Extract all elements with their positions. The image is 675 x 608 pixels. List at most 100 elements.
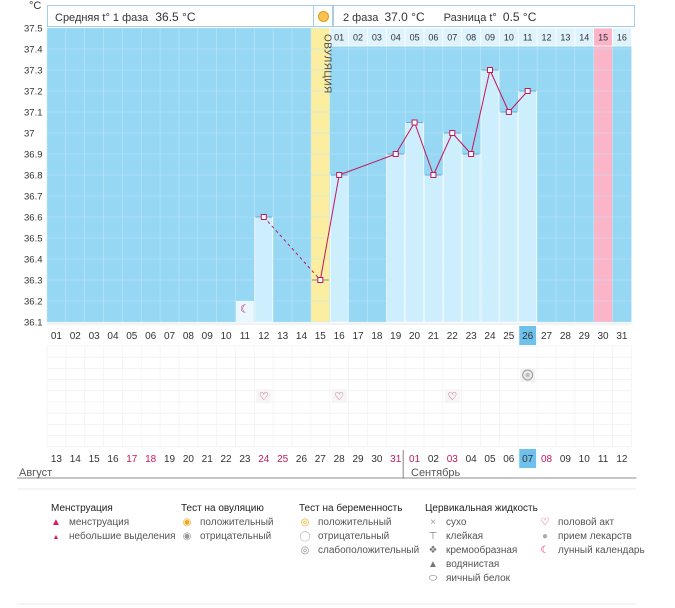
- today-date-highlight: [519, 449, 537, 468]
- diff-value: 0.5 °C: [502, 10, 537, 24]
- cycle-day-label: 21: [428, 331, 440, 342]
- cycle-day-label: 13: [277, 331, 289, 342]
- cycle-day-label: 09: [202, 331, 214, 342]
- cycle-day-label: 25: [503, 331, 515, 342]
- date-label: 14: [70, 454, 82, 465]
- cycle-day-label: 28: [560, 331, 572, 342]
- cycle-day-label: 14: [296, 331, 308, 342]
- heart-icon: ♡: [259, 390, 269, 403]
- date-label: 03: [447, 454, 459, 465]
- temperature-bar: [386, 153, 405, 323]
- moon-icon: ☾: [240, 303, 250, 316]
- egg-white-icon: ⬭: [428, 573, 438, 584]
- cycle-day-label: 19: [390, 331, 402, 342]
- cycle-day-label: 15: [315, 331, 327, 342]
- date-label: 06: [503, 454, 515, 465]
- date-label: 05: [484, 454, 496, 465]
- y-tick-label: 37.1: [24, 108, 43, 119]
- legend-pregnancy-positive: ◎ положительный: [298, 517, 392, 528]
- temperature-line-segment: [451, 132, 472, 155]
- legend-cervical-title: Цервикальная жидкость: [425, 503, 538, 514]
- temperature-point: [505, 109, 512, 115]
- date-label: 10: [579, 454, 591, 465]
- legend-moon: ☾ лунный календарь: [538, 545, 645, 556]
- watery-icon: ▲: [428, 559, 438, 570]
- temperature-bar: [443, 132, 462, 323]
- cycle-day-label: 18: [371, 331, 383, 342]
- phase1-label: Средняя t° 1 фаза: [55, 12, 149, 24]
- date-label: 23: [239, 454, 251, 465]
- date-label: 28: [334, 454, 346, 465]
- cycle-day-label: 11: [240, 331, 251, 342]
- today-highlight: [519, 326, 537, 345]
- heart-icon: ♡: [447, 390, 457, 403]
- date-label: 12: [616, 454, 628, 465]
- date-label: 26: [296, 454, 308, 465]
- temperature-point: [524, 88, 531, 94]
- phase2-day-cell: [612, 27, 632, 47]
- date-label: 24: [258, 454, 270, 465]
- cycle-day-label: 05: [126, 331, 138, 342]
- cycle-day-label: 04: [107, 331, 119, 342]
- phase2-day-label: 16: [617, 33, 627, 43]
- date-label: 27: [315, 454, 327, 465]
- legend-menstruation-title: Менструация: [51, 503, 113, 514]
- intercourse-cell: [444, 389, 460, 403]
- cycle-day-label: 29: [579, 331, 591, 342]
- date-label: 25: [277, 454, 289, 465]
- y-tick-label: 36.4: [24, 255, 43, 266]
- date-label: 19: [164, 454, 176, 465]
- date-label: 07: [522, 454, 534, 465]
- sticky-icon: ⊤: [428, 531, 438, 542]
- temperature-point: [260, 214, 267, 220]
- date-label: 13: [51, 454, 63, 465]
- cycle-day-label: 12: [258, 331, 270, 342]
- phase2-day-label: 09: [485, 33, 495, 43]
- legend-cervical-dry: × сухо: [426, 517, 466, 528]
- temperature-point: [336, 172, 343, 178]
- temperature-bar: [405, 122, 424, 323]
- blood-drop-icon: ▲: [51, 517, 61, 528]
- y-tick-label: 36.5: [24, 234, 43, 245]
- legend-pregnancy-negative: ◯ отрицательный: [299, 531, 390, 542]
- legend-pregnancy-test-title: Тест на беременность: [299, 503, 403, 514]
- phase2-day-label: 12: [542, 33, 552, 43]
- phase2-day-label: 01: [334, 33, 344, 43]
- legend-menstruation: ▲ менструация: [49, 517, 129, 528]
- temperature-point: [411, 119, 418, 126]
- date-label: 11: [598, 454, 609, 465]
- temperature-line-segment: [263, 216, 321, 281]
- phase2-day-label: 07: [447, 33, 457, 43]
- cycle-day-label: 27: [541, 331, 553, 342]
- cycle-day-label: 01: [51, 331, 63, 342]
- cycle-day-label: 02: [70, 331, 82, 342]
- phase2-day-label: 11: [523, 33, 532, 43]
- temperature-bar: [499, 111, 519, 323]
- date-label: 29: [352, 454, 364, 465]
- cycle-day-label: 20: [409, 331, 421, 342]
- creamy-icon: ❖: [428, 545, 438, 556]
- cycle-day-label: 30: [598, 331, 610, 342]
- phase2-day-label: 14: [579, 33, 589, 43]
- moon-icon: ☾: [540, 545, 550, 556]
- legend-ovulation-positive: ◉ положительный: [180, 517, 274, 528]
- intercourse-cell: [256, 389, 272, 403]
- heart-icon: ♡: [334, 390, 344, 403]
- date-label: 22: [221, 454, 233, 465]
- phase2-day-label: 15: [598, 33, 608, 43]
- y-tick-label: 36.3: [24, 276, 43, 287]
- y-tick-label: 37.5: [24, 24, 43, 35]
- y-tick-label: 36.2: [24, 297, 43, 308]
- cycle-day-label: 26: [522, 331, 534, 342]
- cycle-day-label: 03: [89, 331, 101, 342]
- temperature-bar: [329, 174, 349, 323]
- legend-ovulation-test-title: Тест на овуляцию: [181, 503, 264, 514]
- pregnancy-weak-icon: ◎: [300, 545, 310, 556]
- ovulation-label: ОВУЛЯЦИЯ: [321, 34, 332, 94]
- y-tick-label: 37.2: [24, 87, 43, 98]
- cycle-day-label: 06: [145, 331, 157, 342]
- temperature-point: [449, 130, 456, 136]
- temperature-line-segment: [508, 90, 529, 113]
- legend-intercourse: ♡ половой акт: [538, 517, 615, 528]
